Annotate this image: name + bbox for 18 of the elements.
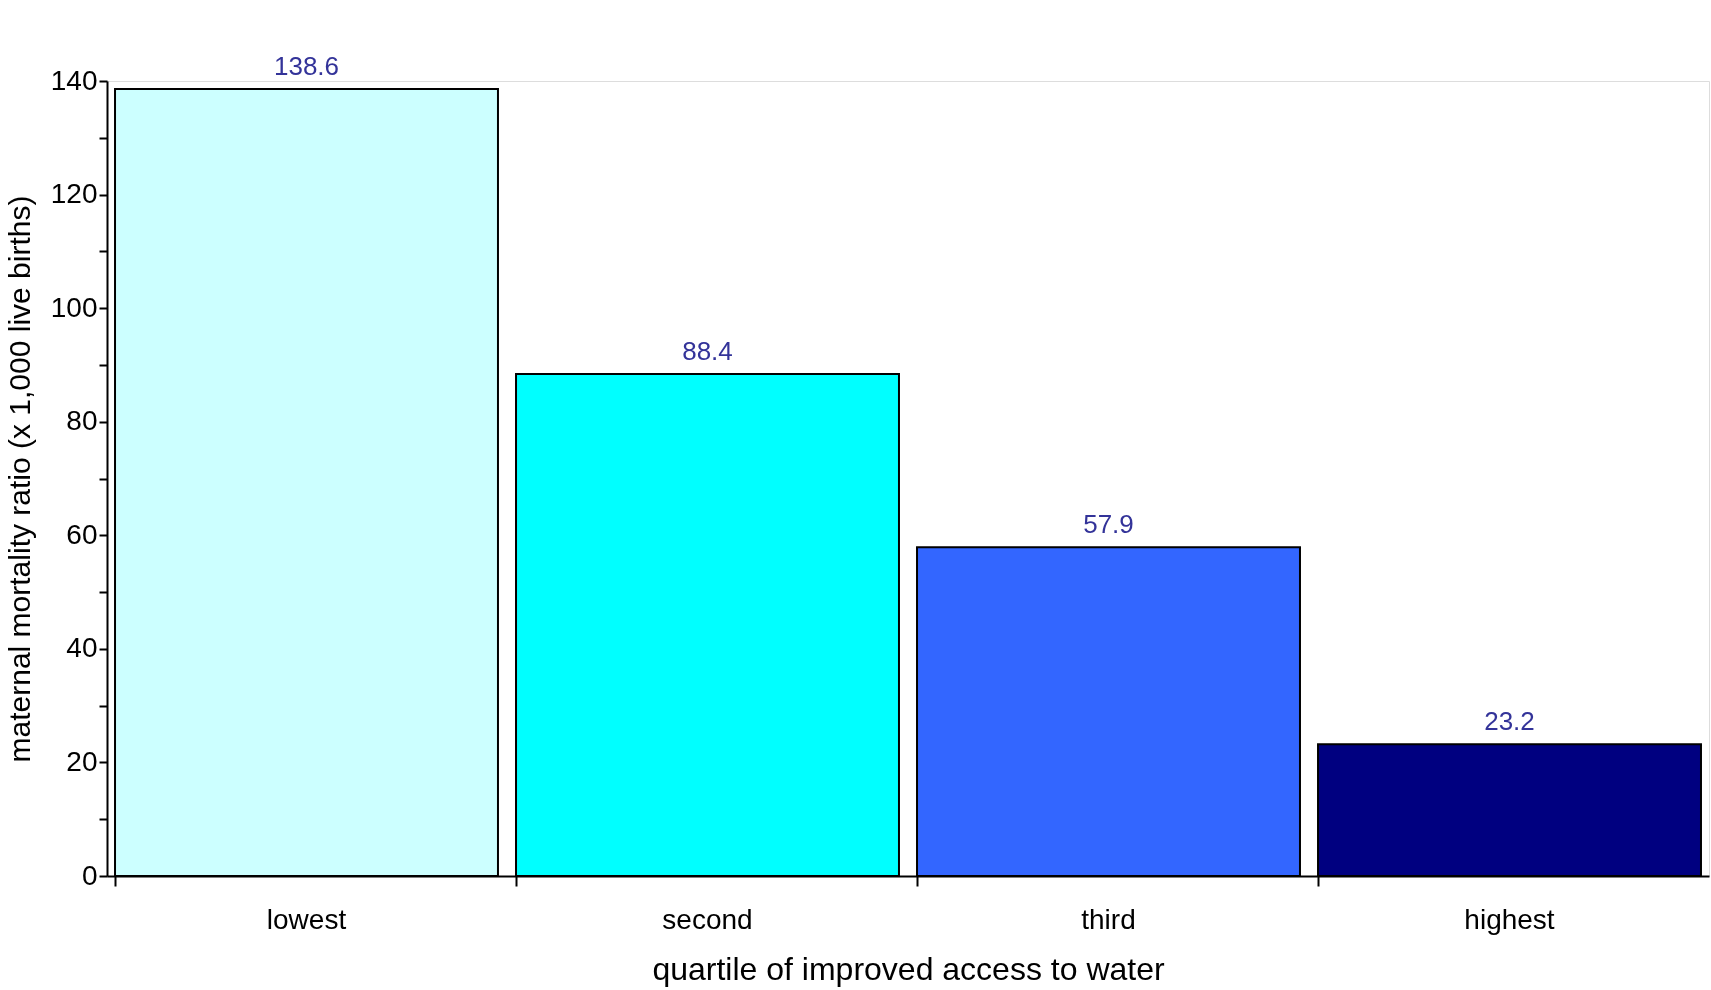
y-tick-label: 0 [81,859,98,891]
data-label: 138.6 [273,50,340,81]
x-tick-label: highest [1464,903,1555,935]
y-tick-label: 140 [50,64,98,96]
y-axis-title: maternal mortality ratio (x 1,000 live births) [2,195,36,763]
y-tick-label: 80 [66,405,98,437]
y-tick-label: 20 [66,745,98,777]
x-tick-label: lowest [266,903,347,935]
y-tick-label: 40 [66,632,98,664]
y-tick-label: 120 [50,178,98,210]
x-tick-label: second [662,903,753,935]
data-label: 88.4 [682,336,733,367]
data-label: 23.2 [1484,706,1535,737]
y-tick-label: 100 [50,291,98,323]
x-axis-title: quartile of improved access to water [652,950,1165,987]
y-tick-label: 60 [66,518,98,550]
x-tick-label: third [1081,903,1136,935]
data-label: 57.9 [1083,509,1134,540]
